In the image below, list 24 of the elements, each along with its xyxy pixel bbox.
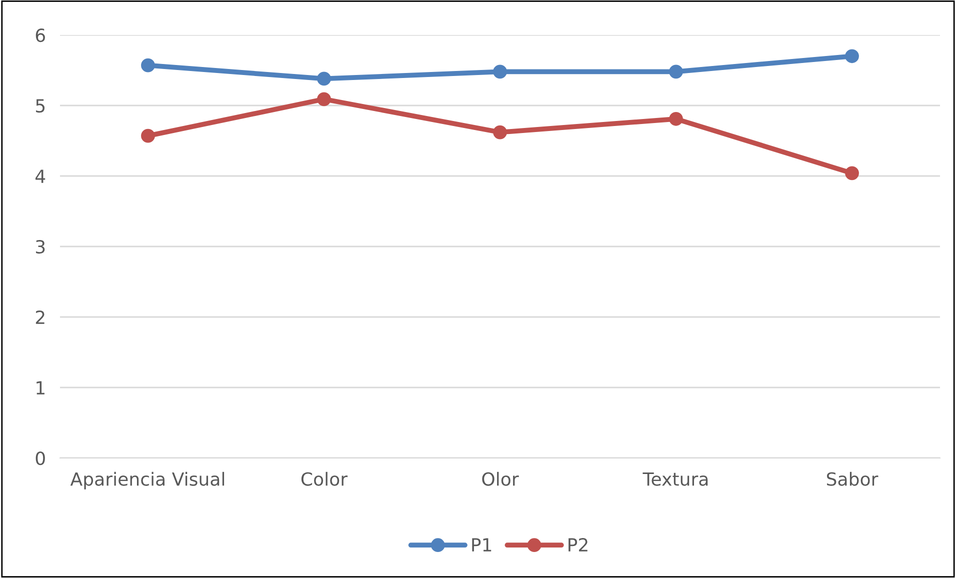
- y-tick-label: 5: [36, 99, 45, 113]
- y-tick-label: 2: [36, 310, 44, 324]
- y-tick-label: 6: [36, 28, 45, 42]
- point: [141, 128, 155, 143]
- point: [669, 112, 683, 126]
- y-tick-label: 1: [36, 381, 44, 394]
- y-tick-label: 3: [36, 240, 45, 254]
- point: [669, 64, 683, 79]
- y-tick-label: 0: [36, 451, 45, 466]
- x-tick-label: Textura: [642, 472, 708, 486]
- y-tick-label: 4: [36, 170, 46, 183]
- x-tick-label: Apariencia Visual: [70, 472, 224, 490]
- legend-label: P2: [568, 538, 588, 552]
- point: [493, 125, 507, 140]
- point: [317, 92, 331, 106]
- point: [493, 64, 507, 79]
- x-tick-label: Color: [301, 472, 348, 486]
- point: [141, 58, 155, 72]
- point: [317, 72, 331, 86]
- x-tick-label: Olor: [482, 472, 519, 486]
- point: [845, 166, 859, 180]
- point: [845, 49, 859, 64]
- x-tick-label: Sabor: [826, 472, 878, 486]
- legend-label: P1: [472, 538, 492, 552]
